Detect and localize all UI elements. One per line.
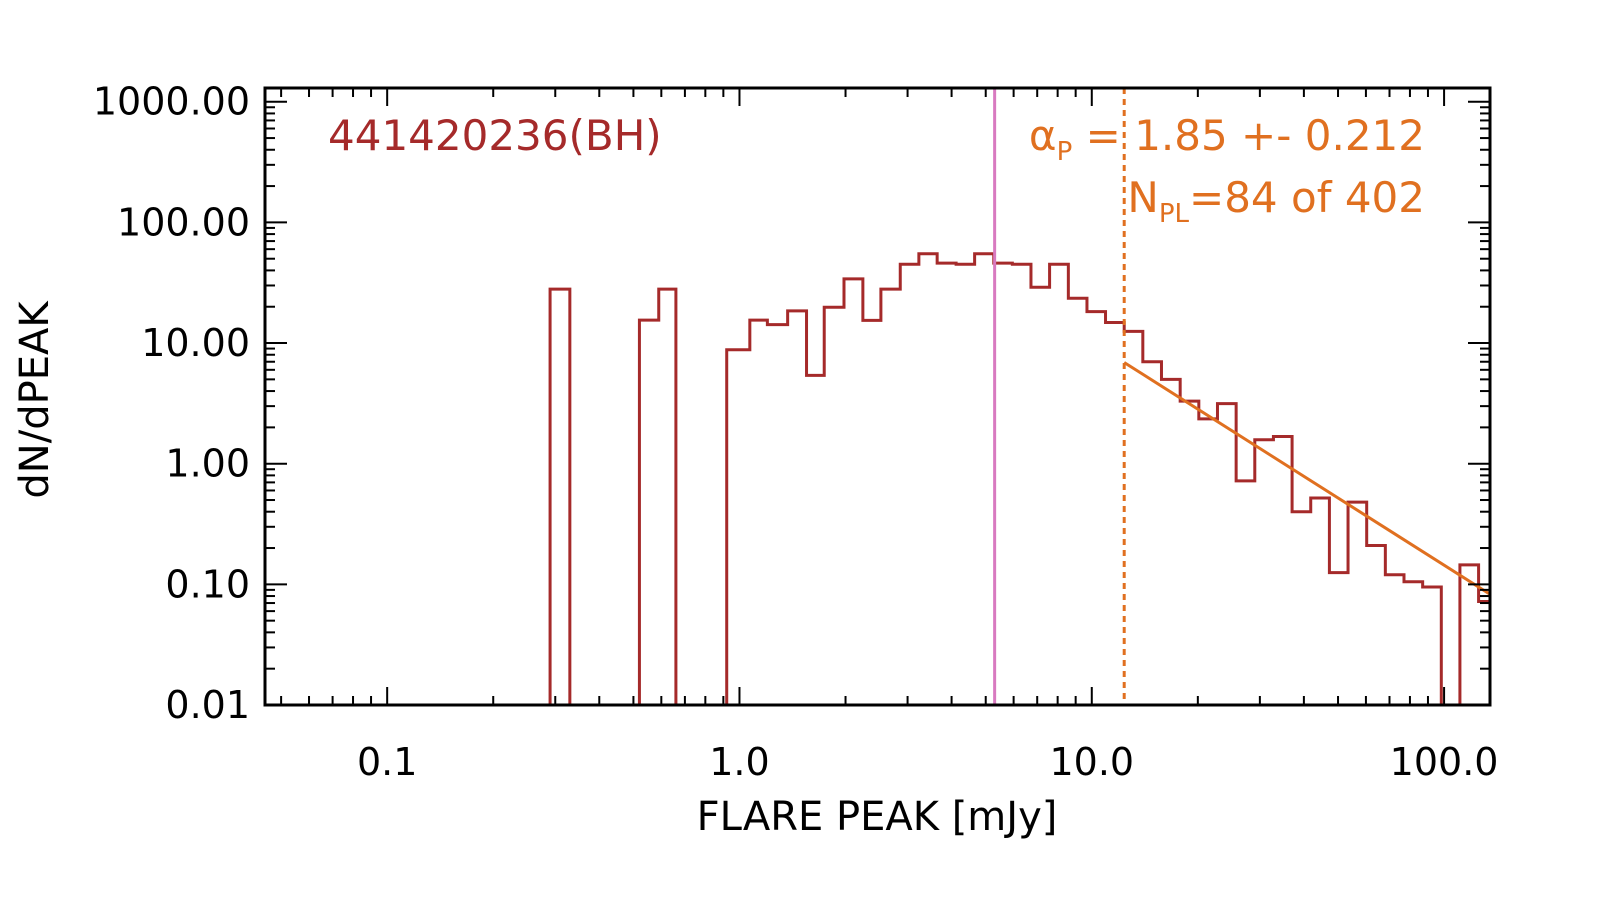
power-law-fit-line bbox=[1123, 361, 1491, 596]
alpha-subscript: P bbox=[1057, 137, 1073, 167]
y-axis-title: dN/dPEAK bbox=[12, 300, 58, 499]
npl-subscript: PL bbox=[1159, 199, 1190, 229]
histogram-bin bbox=[1124, 331, 1143, 705]
histogram-bin bbox=[1068, 298, 1087, 705]
histogram-bin bbox=[1348, 502, 1367, 705]
histogram-bin bbox=[1367, 545, 1386, 705]
histogram-bin bbox=[1423, 587, 1442, 705]
histogram-bin bbox=[750, 320, 768, 705]
histogram-bin bbox=[1217, 404, 1236, 705]
x-tick-label: 100.0 bbox=[1390, 740, 1499, 784]
histogram-bin bbox=[1273, 437, 1292, 705]
histogram-bin bbox=[1329, 573, 1348, 705]
histogram-bin bbox=[937, 263, 956, 705]
histogram-bin bbox=[919, 254, 937, 705]
y-tick-label: 100.00 bbox=[117, 200, 250, 244]
histogram-bin bbox=[1236, 481, 1255, 705]
histogram-bin bbox=[975, 254, 994, 705]
histogram-bin bbox=[1087, 312, 1106, 705]
histogram-bin bbox=[863, 320, 881, 705]
histogram-bin bbox=[844, 279, 863, 705]
histogram-bin bbox=[767, 325, 787, 705]
y-tick-label: 0.10 bbox=[165, 562, 250, 606]
plot-area bbox=[265, 88, 1492, 707]
histogram-outline bbox=[265, 252, 1492, 707]
histogram-bin bbox=[1106, 323, 1125, 705]
histogram-bin bbox=[1479, 602, 1490, 705]
histogram-bin bbox=[1012, 264, 1031, 705]
y-tick-label: 1.00 bbox=[165, 442, 250, 486]
x-axis-title: FLARE PEAK [mJy] bbox=[697, 794, 1058, 840]
npl-symbol: N bbox=[1127, 173, 1158, 222]
alpha-annotation: αP = 1.85 +- 0.212 bbox=[1029, 111, 1425, 167]
x-tick-label: 0.1 bbox=[357, 740, 417, 784]
histogram-bin bbox=[807, 375, 825, 705]
npl-annotation: NPL=84 of 402 bbox=[1127, 173, 1425, 229]
histogram-bin bbox=[1255, 440, 1274, 705]
histogram-bin bbox=[1385, 575, 1404, 705]
histogram-bin bbox=[1143, 362, 1162, 705]
histogram-bin bbox=[1199, 419, 1218, 705]
x-tick-label: 1.0 bbox=[709, 740, 769, 784]
histogram-bin bbox=[639, 320, 658, 705]
histogram-bin bbox=[1161, 379, 1180, 705]
histogram-bin bbox=[1292, 512, 1311, 705]
source-label: 441420236(BH) bbox=[328, 111, 662, 160]
histogram-bin bbox=[727, 350, 750, 705]
histogram-bin bbox=[824, 307, 844, 705]
y-tick-label: 10.00 bbox=[141, 321, 250, 365]
y-tick-label: 1000.00 bbox=[93, 80, 250, 124]
histogram-bin bbox=[659, 289, 676, 705]
histogram-bin bbox=[1311, 498, 1330, 705]
alpha-value: = 1.85 +- 0.212 bbox=[1072, 111, 1425, 160]
axis-ticks: 0.1 1.0 10.0 100.0 0.01 0.10 1.00 10.00 100.00 10… bbox=[93, 80, 1499, 784]
y-tick-label: 0.01 bbox=[165, 683, 250, 727]
npl-value: =84 of 402 bbox=[1189, 173, 1425, 222]
histogram-bin bbox=[550, 289, 570, 705]
histogram-bin bbox=[994, 263, 1013, 705]
plot-frame bbox=[263, 86, 1492, 707]
alpha-symbol: α bbox=[1029, 111, 1057, 160]
histogram-bin bbox=[900, 264, 919, 705]
histogram-bin bbox=[788, 311, 807, 705]
histogram-bin bbox=[1180, 401, 1199, 705]
histogram-bin bbox=[1404, 582, 1423, 705]
x-tick-label: 10.0 bbox=[1049, 740, 1134, 784]
histogram-bin bbox=[881, 289, 900, 705]
histogram-bin bbox=[956, 264, 975, 705]
histogram-bin bbox=[1050, 264, 1069, 705]
histogram-bin bbox=[1031, 287, 1050, 705]
